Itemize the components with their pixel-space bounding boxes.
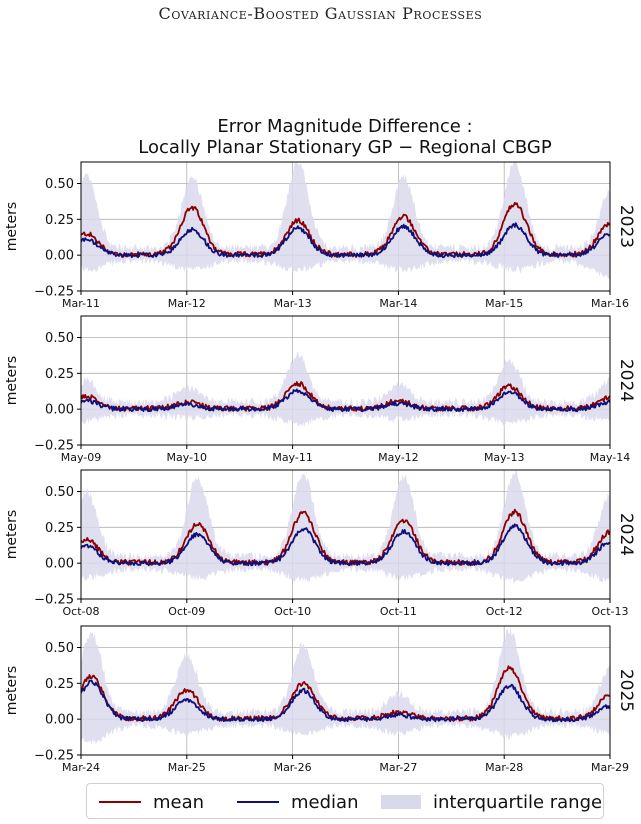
legend-item-mean: mean [99,791,205,813]
legend-item-median: median [237,791,359,813]
x-tick-label: Oct-13 [592,605,629,618]
x-tick-label: Mar-13 [274,297,312,310]
y-tick-label: 0.50 [45,485,74,500]
x-tick-label: Oct-09 [168,605,205,618]
panel-year-label: 2024 [616,513,636,556]
legend: mean median interquartile range [86,783,604,819]
figure-title-line-1: Error Magnitude Difference : [217,116,472,137]
y-axis-label: meters [4,356,20,405]
y-axis-label: meters [4,202,20,251]
legend-swatch-median [237,801,279,803]
axes-frame [80,315,611,446]
panel-year-label: 2024 [616,359,636,402]
series-iqr-band [81,470,610,584]
legend-label-mean: mean [153,791,205,813]
y-tick-label: 0.50 [45,177,74,192]
x-tick-label: May-12 [378,451,419,464]
x-tick-label: Mar-12 [168,297,206,310]
x-tick-label: Mar-25 [168,761,206,774]
panel-year-label: 2025 [616,669,636,712]
x-tick-label: Mar-16 [591,297,629,310]
y-tick-label: 0.00 [45,249,74,264]
x-tick-label: May-09 [61,451,102,464]
series-median-line [81,679,610,723]
x-tick-label: Mar-11 [62,297,100,310]
x-tick-label: Mar-27 [379,761,417,774]
series-median-line [81,388,610,413]
x-tick-label: Mar-14 [379,297,417,310]
running-head: Covariance-Boosted Gaussian Processes [158,4,483,23]
y-tick-label: −0.25 [34,439,74,454]
y-tick-label: 0.25 [45,213,74,228]
axes-frame [80,469,611,600]
y-tick-label: 0.25 [45,521,74,536]
x-tick-label: May-14 [590,451,631,464]
series-iqr-band [81,626,610,745]
series-iqr-band [81,162,610,280]
x-tick-label: Mar-26 [274,761,312,774]
x-tick-label: Mar-24 [62,761,100,774]
series-median-line [81,523,610,567]
y-tick-label: 0.25 [45,367,74,382]
panel-year-label: 2023 [616,205,636,248]
legend-swatch-mean [99,801,141,803]
x-tick-label: Oct-08 [63,605,100,618]
y-tick-label: −0.25 [34,593,74,608]
y-tick-label: −0.25 [34,285,74,300]
y-tick-label: 0.50 [45,641,74,656]
y-tick-label: 0.25 [45,677,74,692]
series-iqr-band [81,350,610,427]
y-tick-label: −0.25 [34,749,74,764]
legend-swatch-iqr [381,795,421,809]
x-tick-label: May-10 [167,451,208,464]
y-axis-label: meters [4,666,20,715]
y-axis-label: meters [4,510,20,559]
x-tick-label: Oct-11 [380,605,417,618]
legend-label-median: median [291,791,359,813]
series-median-line [81,222,610,259]
figure-title-line-2: Locally Planar Stationary GP − Regional … [138,137,552,158]
y-tick-label: 0.00 [45,403,74,418]
x-tick-label: Oct-10 [274,605,311,618]
axes-frame [80,161,611,292]
series-mean-line [81,665,610,722]
y-tick-label: 0.50 [45,331,74,346]
y-tick-label: 0.00 [45,557,74,572]
legend-label-iqr: interquartile range [433,791,603,813]
x-tick-label: May-13 [484,451,525,464]
y-tick-label: 0.00 [45,713,74,728]
legend-item-iqr: interquartile range [381,791,603,813]
x-tick-label: Mar-15 [485,297,523,310]
x-tick-label: Mar-28 [485,761,523,774]
x-tick-label: May-11 [272,451,313,464]
x-tick-label: Oct-12 [486,605,523,618]
x-tick-label: Mar-29 [591,761,629,774]
axes-frame [80,625,611,756]
